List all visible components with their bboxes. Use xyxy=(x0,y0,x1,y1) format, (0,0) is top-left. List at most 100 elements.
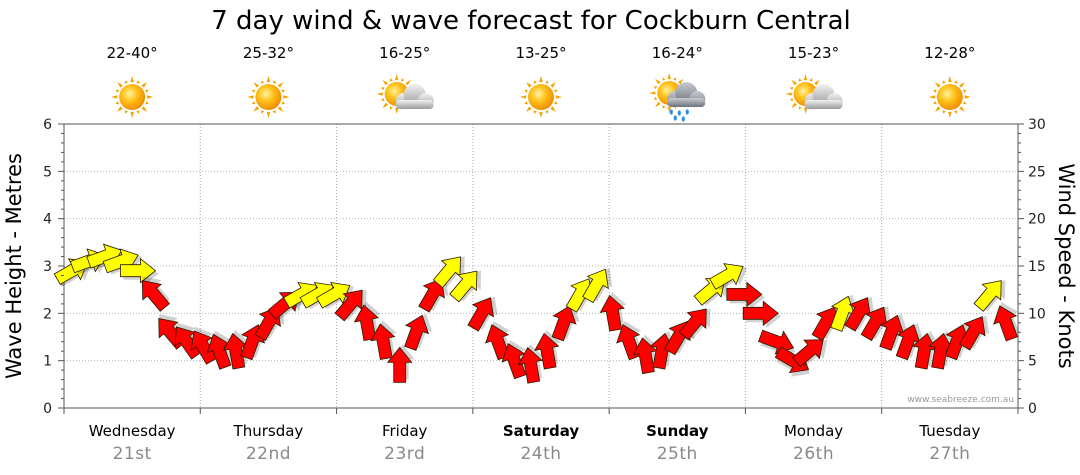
day-name: Friday xyxy=(382,422,428,440)
sun-ray xyxy=(130,111,134,118)
rain-drop xyxy=(681,116,685,122)
right-tick-label: 15 xyxy=(1028,259,1046,275)
right-tick-label: 0 xyxy=(1028,401,1037,417)
sun-ray xyxy=(550,82,556,88)
sun-ray xyxy=(147,95,154,99)
wind-arrow xyxy=(895,322,924,361)
wind-arrow xyxy=(534,329,561,370)
sun-ray xyxy=(141,106,147,112)
sun-ray xyxy=(791,79,797,86)
sun-ray xyxy=(948,111,952,118)
wind-arrow xyxy=(742,300,782,329)
wind-arrow xyxy=(911,331,940,370)
right-tick-label: 5 xyxy=(1028,354,1037,370)
wind-arrow xyxy=(993,302,1020,342)
sun-ray xyxy=(785,92,792,96)
day-name: Tuesday xyxy=(918,422,980,440)
sun-ray xyxy=(124,110,129,114)
wind-arrow xyxy=(958,315,990,351)
sun-ray xyxy=(539,76,543,83)
wind-arrow xyxy=(551,304,580,342)
sun-ray xyxy=(545,110,549,114)
day-name: Saturday xyxy=(503,422,580,440)
sun-ray xyxy=(662,77,666,81)
cloud-shape xyxy=(667,82,706,107)
credit-text: www.seabreeze.com.au xyxy=(907,395,1014,405)
sun-ray xyxy=(272,80,276,84)
day-date: 27th xyxy=(929,444,970,464)
left-tick-label: 2 xyxy=(43,306,52,322)
wind-arrow xyxy=(928,331,957,370)
sunny-icon xyxy=(111,76,154,118)
sun-ray xyxy=(667,106,671,113)
chart-title: 7 day wind & wave forecast for Cockburn … xyxy=(211,6,850,36)
wind-arrow xyxy=(370,320,398,360)
sun-ray xyxy=(117,106,123,112)
left-tick-label: 1 xyxy=(43,354,52,370)
sun-ray xyxy=(251,101,256,105)
sun-ray xyxy=(959,82,965,88)
sun-ray xyxy=(933,89,937,93)
sun-ray xyxy=(653,96,658,100)
wind-arrow xyxy=(973,280,1006,312)
day-name: Wednesday xyxy=(89,422,176,440)
sun-ray xyxy=(251,89,256,93)
sun-ray xyxy=(524,101,528,105)
sun-ray xyxy=(948,76,952,83)
wind-arrow xyxy=(844,296,875,332)
sun-ray xyxy=(555,95,562,99)
day-name: Sunday xyxy=(646,422,709,440)
sun-ray xyxy=(253,82,260,88)
sun-ray xyxy=(136,110,140,114)
partly-cloudy-icon xyxy=(785,74,843,114)
wind-arrow xyxy=(449,270,482,303)
sun-ray xyxy=(524,89,528,93)
day-date: 24th xyxy=(520,444,561,464)
day-date: 26th xyxy=(793,444,834,464)
wind-arrow xyxy=(467,296,498,332)
sun-ray xyxy=(803,107,808,114)
sun-ray xyxy=(539,111,543,118)
wind-arrow xyxy=(726,281,765,310)
wind-arrow xyxy=(709,263,748,291)
sun-ray xyxy=(803,74,808,81)
left-tick-label: 5 xyxy=(43,164,52,180)
left-tick-label: 4 xyxy=(43,212,52,228)
sun-ray xyxy=(655,101,661,108)
sun-disc xyxy=(528,84,554,110)
sunny-icon xyxy=(520,76,562,118)
day-date: 21st xyxy=(113,444,152,464)
rain-drop xyxy=(685,109,689,115)
sun-ray xyxy=(798,106,802,110)
sun-ray xyxy=(662,105,666,109)
sun-ray xyxy=(381,97,385,101)
day-labels: Wednesday 21st Thursday 22nd Friday 23rd Satur… xyxy=(89,422,981,464)
right-axis-ticks: 0 5 10 15 20 25 30 xyxy=(1018,117,1046,417)
sun-ray xyxy=(942,110,946,114)
sun-ray xyxy=(381,87,385,91)
showers-icon xyxy=(649,73,706,122)
sun-ray xyxy=(550,106,556,112)
sun-ray xyxy=(389,78,393,82)
day-date: 22nd xyxy=(246,444,291,464)
sun-ray xyxy=(261,80,265,84)
wind-arrows xyxy=(53,243,1020,384)
day-date: 23rd xyxy=(384,444,425,464)
sun-ray xyxy=(526,82,532,88)
sun-ray xyxy=(933,101,937,105)
temp-range: 12-28° xyxy=(924,44,975,62)
wind-arrow xyxy=(334,289,367,322)
day-name: Monday xyxy=(784,422,843,440)
sunny-icon xyxy=(247,76,290,118)
sun-disc xyxy=(255,84,282,110)
sun-ray xyxy=(117,82,123,88)
sun-ray xyxy=(277,82,284,88)
sun-ray xyxy=(798,78,802,82)
day-date: 25th xyxy=(657,444,698,464)
sun-ray xyxy=(554,101,558,105)
sun-ray xyxy=(653,86,658,90)
sun-ray xyxy=(382,102,389,109)
sun-ray xyxy=(953,110,958,114)
rain-drop xyxy=(673,115,677,121)
sun-ray xyxy=(405,79,411,86)
